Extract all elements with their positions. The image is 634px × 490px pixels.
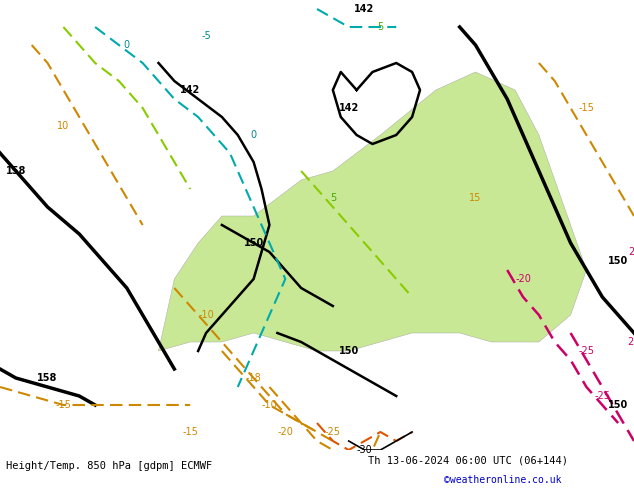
- Text: 5: 5: [330, 193, 336, 203]
- Text: -5: -5: [201, 31, 211, 41]
- Text: 0: 0: [124, 40, 130, 50]
- Text: 20: 20: [628, 247, 634, 257]
- Text: -30: -30: [357, 445, 372, 455]
- Text: -10: -10: [262, 400, 277, 410]
- Text: ©weatheronline.co.uk: ©weatheronline.co.uk: [444, 475, 561, 485]
- Text: -25: -25: [594, 391, 611, 401]
- Text: Th 13-06-2024 06:00 UTC (06+144): Th 13-06-2024 06:00 UTC (06+144): [368, 455, 567, 465]
- Text: 142: 142: [354, 4, 375, 14]
- Text: -25: -25: [325, 427, 341, 437]
- Text: -15: -15: [55, 400, 72, 410]
- Text: 25: 25: [628, 337, 634, 347]
- Text: Height/Temp. 850 hPa [gdpm] ECMWF: Height/Temp. 850 hPa [gdpm] ECMWF: [6, 461, 212, 471]
- Text: -15: -15: [578, 103, 595, 113]
- Text: 150: 150: [339, 346, 359, 356]
- Text: -18: -18: [246, 373, 261, 383]
- Text: 10: 10: [57, 121, 70, 131]
- Text: 15: 15: [469, 193, 482, 203]
- Text: 5: 5: [377, 22, 384, 32]
- Text: 158: 158: [6, 166, 26, 176]
- Text: 142: 142: [339, 103, 359, 113]
- Text: 158: 158: [37, 373, 58, 383]
- Text: -20: -20: [277, 427, 294, 437]
- Text: -15: -15: [182, 427, 198, 437]
- Text: -25: -25: [578, 346, 595, 356]
- Text: -20: -20: [515, 274, 531, 284]
- Text: 142: 142: [180, 85, 200, 95]
- Text: 150: 150: [608, 400, 628, 410]
- Text: 150: 150: [243, 238, 264, 248]
- Polygon shape: [158, 72, 586, 351]
- Text: -10: -10: [198, 310, 214, 320]
- Text: 0: 0: [250, 130, 257, 140]
- Text: 150: 150: [608, 256, 628, 266]
